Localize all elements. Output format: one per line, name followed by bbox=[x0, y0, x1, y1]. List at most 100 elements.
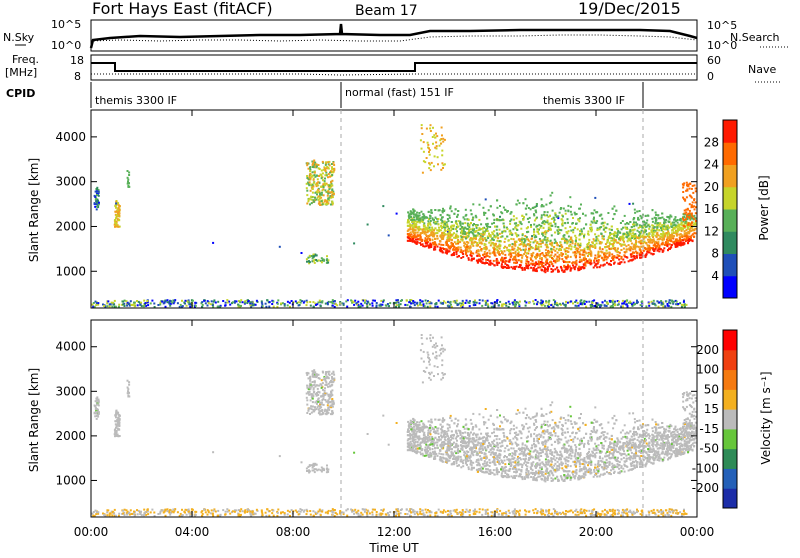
echo-cell bbox=[435, 303, 437, 305]
freq-label-2: [MHz] bbox=[5, 66, 37, 79]
echo-cell bbox=[623, 233, 625, 235]
echo-cell bbox=[479, 299, 481, 301]
echo-cell bbox=[430, 130, 432, 132]
echo-cell bbox=[641, 252, 643, 254]
echo-cell bbox=[610, 306, 612, 308]
echo-cell bbox=[513, 248, 515, 250]
echo-cell bbox=[585, 264, 587, 266]
echo-cell bbox=[652, 303, 654, 305]
echo-cell bbox=[498, 304, 500, 306]
echo-cell bbox=[550, 248, 552, 250]
echo-cell bbox=[526, 236, 528, 238]
echo-cell bbox=[555, 225, 557, 227]
echo-cell bbox=[140, 302, 142, 304]
echo-cell bbox=[689, 203, 691, 205]
echo-cell bbox=[426, 157, 428, 159]
echo-cell bbox=[538, 233, 540, 235]
echo-cell bbox=[434, 209, 436, 211]
echo-cell bbox=[569, 196, 571, 198]
echo-cell bbox=[465, 252, 467, 254]
echo-cell bbox=[462, 300, 464, 302]
echo-cell bbox=[635, 251, 637, 253]
echo-cell bbox=[472, 217, 474, 219]
colorbar-swatch bbox=[723, 165, 737, 188]
echo-cell bbox=[450, 234, 452, 236]
echo-cell bbox=[438, 209, 440, 211]
echo-cell bbox=[602, 222, 604, 224]
echo-cell bbox=[604, 256, 606, 258]
echo-cell bbox=[649, 249, 651, 251]
echo-cell bbox=[205, 302, 207, 304]
echo-cell bbox=[117, 211, 119, 213]
echo-cell bbox=[574, 301, 576, 303]
echo-cell bbox=[572, 264, 574, 266]
echo-cell bbox=[493, 239, 495, 241]
echo-cell bbox=[440, 143, 442, 145]
velocity-echoes bbox=[92, 334, 698, 517]
echo-cell bbox=[434, 137, 436, 139]
echo-cell bbox=[436, 232, 438, 234]
echo-cell bbox=[579, 256, 581, 258]
echo-cell bbox=[574, 252, 576, 254]
echo-cell bbox=[201, 301, 203, 303]
echo-cell bbox=[462, 240, 464, 242]
echo-cell bbox=[423, 303, 425, 305]
echo-cell bbox=[536, 242, 538, 244]
echo-cell bbox=[626, 222, 628, 224]
echo-cell bbox=[332, 203, 334, 205]
echo-cell bbox=[419, 302, 421, 304]
echo-cell bbox=[463, 245, 465, 247]
echo-cell bbox=[565, 253, 567, 255]
echo-cell bbox=[119, 415, 121, 417]
echo-cell bbox=[586, 301, 588, 303]
echo-cell bbox=[98, 191, 100, 193]
echo-cell bbox=[447, 229, 449, 231]
echo-cell bbox=[140, 304, 142, 306]
echo-cell bbox=[532, 247, 534, 249]
echo-cell bbox=[343, 303, 345, 305]
echo-cell bbox=[484, 244, 486, 246]
echo-cell bbox=[487, 230, 489, 232]
echo-cell bbox=[262, 305, 264, 307]
echo-cell bbox=[277, 299, 279, 301]
echo-cell bbox=[553, 246, 555, 248]
echo-cell bbox=[474, 241, 476, 243]
echo-cell bbox=[655, 248, 657, 250]
echo-cell bbox=[181, 300, 183, 302]
echo-cell bbox=[504, 266, 506, 268]
echo-cell bbox=[519, 202, 521, 204]
echo-cell bbox=[628, 248, 630, 250]
echo-cell bbox=[318, 195, 320, 197]
echo-cell bbox=[331, 201, 333, 203]
echo-cell bbox=[434, 238, 436, 240]
echo-cell bbox=[611, 229, 613, 231]
echo-cell bbox=[421, 124, 423, 126]
echo-cell bbox=[600, 226, 602, 228]
echo-cell bbox=[462, 253, 464, 255]
echo-cell bbox=[484, 300, 486, 302]
echo-cell bbox=[314, 172, 316, 174]
echo-cell bbox=[621, 256, 623, 258]
echo-cell bbox=[556, 267, 558, 269]
echo-cell bbox=[118, 424, 120, 426]
echo-cell bbox=[511, 234, 513, 236]
echo-cell bbox=[633, 246, 635, 248]
echo-cell bbox=[471, 259, 473, 261]
echo-cell bbox=[555, 214, 557, 216]
echo-cell bbox=[512, 252, 514, 254]
echo-cell bbox=[318, 175, 320, 177]
echo-cell bbox=[546, 246, 548, 248]
echo-cell bbox=[528, 207, 530, 209]
echo-cell bbox=[98, 411, 100, 413]
echo-cell bbox=[691, 188, 693, 190]
echo-cell bbox=[548, 265, 550, 267]
echo-cell bbox=[525, 305, 527, 307]
echo-cell bbox=[626, 249, 628, 251]
echo-cell bbox=[580, 249, 582, 251]
echo-cell bbox=[114, 300, 116, 302]
echo-cell bbox=[159, 304, 161, 306]
echo-cell bbox=[545, 204, 547, 206]
echo-cell bbox=[572, 302, 574, 304]
echo-cell bbox=[119, 205, 121, 207]
echo-cell bbox=[568, 247, 570, 249]
